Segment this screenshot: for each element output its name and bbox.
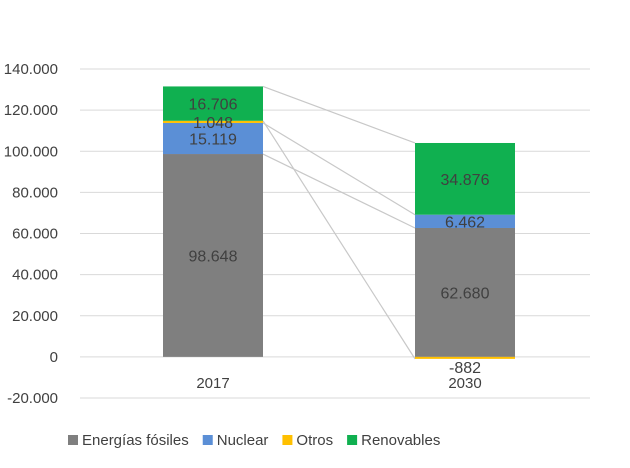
- data-label: 16.706: [189, 97, 238, 114]
- data-label: 34.876: [441, 172, 490, 189]
- y-tick-label: 40.000: [12, 267, 58, 284]
- legend-swatch: [202, 435, 213, 445]
- data-label: 1.048: [193, 115, 233, 132]
- y-tick-label: 140.000: [4, 61, 58, 78]
- data-label: -882: [449, 360, 481, 377]
- bar-segment-energ-as-f-siles-2017: [163, 154, 263, 357]
- series-line: [262, 122, 416, 216]
- y-tick-label: -20.000: [7, 390, 58, 407]
- bar-segment-renovables-2017: [163, 86, 263, 121]
- data-label: 98.648: [189, 248, 238, 265]
- y-tick-label: 80.000: [12, 184, 58, 201]
- x-tick-label: 2030: [448, 375, 481, 392]
- legend-label: Nuclear: [217, 432, 269, 449]
- legend-label: Renovables: [361, 432, 440, 449]
- bar-segment-nuclear-2017: [163, 122, 263, 155]
- y-tick-label: 20.000: [12, 308, 58, 325]
- bar-segment-renovables-2030: [415, 142, 515, 215]
- x-tick-label: 2017: [196, 375, 229, 392]
- y-tick-label: 120.000: [4, 102, 58, 119]
- bar-segment-energ-as-f-siles-2030: [415, 227, 515, 357]
- data-label: 6.462: [445, 214, 485, 231]
- bar-segment-otros-2017: [163, 120, 263, 123]
- legend-swatch: [347, 435, 358, 445]
- legend-swatch: [282, 435, 293, 445]
- legend-label: Otros: [296, 432, 333, 449]
- legend-swatch: [68, 435, 78, 445]
- bar-segment-otros-2030: [415, 356, 515, 359]
- bar-segment-nuclear-2030: [415, 214, 515, 228]
- y-tick-label: 60.000: [12, 226, 58, 243]
- series-line: [262, 153, 416, 229]
- y-tick-label: 0: [50, 349, 58, 366]
- y-tick-label: 100.000: [4, 143, 58, 160]
- series-line: [262, 120, 416, 360]
- data-label: 15.119: [189, 131, 237, 148]
- series-line: [262, 85, 416, 144]
- data-label: 62.680: [441, 285, 490, 302]
- legend-label: Energías fósiles: [82, 432, 189, 449]
